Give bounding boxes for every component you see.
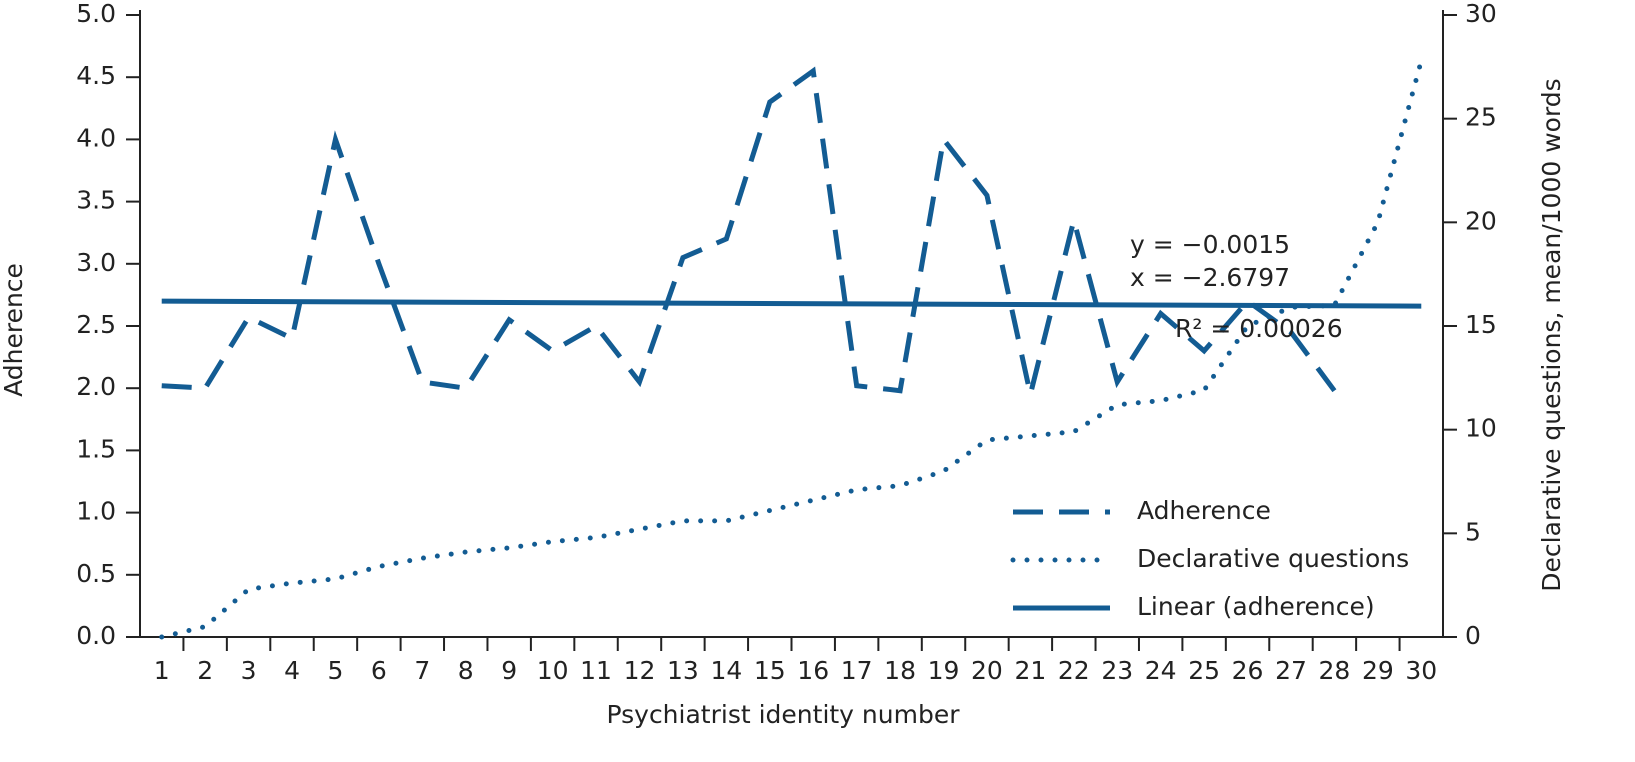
legend-label: Adherence	[1137, 496, 1271, 525]
y-tick-label: 3.0	[76, 248, 116, 277]
x-tick-label: 18	[884, 656, 916, 685]
trend-annotation: x = −2.6797	[1130, 263, 1290, 292]
x-axis-label: Psychiatrist identity number	[606, 700, 960, 729]
y-tick-label: 4.0	[76, 123, 116, 152]
x-tick-label: 6	[371, 656, 387, 685]
y-tick-label: 2.5	[76, 310, 116, 339]
x-tick-label: 30	[1405, 656, 1437, 685]
legend-label: Linear (adherence)	[1137, 592, 1375, 621]
y-tick-label: 4.5	[76, 61, 116, 90]
x-tick-label: 1	[154, 656, 170, 685]
y-tick-label: 1.5	[76, 434, 116, 463]
y2-tick-label: 20	[1465, 206, 1497, 235]
x-tick-label: 28	[1319, 656, 1351, 685]
x-tick-label: 25	[1188, 656, 1220, 685]
y2-axis-label: Declarative questions, mean/1000 words	[1537, 78, 1566, 591]
x-tick-label: 9	[501, 656, 517, 685]
y-tick-label: 5.0	[76, 0, 116, 28]
trend-annotation: R² = 0.00026	[1175, 314, 1343, 343]
x-tick-label: 16	[797, 656, 829, 685]
x-tick-label: 11	[580, 656, 612, 685]
y2-tick-label: 30	[1465, 0, 1497, 28]
y2-tick-label: 15	[1465, 310, 1497, 339]
x-tick-label: 4	[284, 656, 300, 685]
x-tick-label: 19	[928, 656, 960, 685]
x-tick-label: 7	[414, 656, 430, 685]
x-tick-label: 23	[1101, 656, 1133, 685]
y-tick-label: 1.0	[76, 497, 116, 526]
x-tick-label: 12	[624, 656, 656, 685]
x-tick-label: 2	[197, 656, 213, 685]
x-tick-label: 3	[241, 656, 257, 685]
x-tick-label: 17	[841, 656, 873, 685]
y2-tick-label: 25	[1465, 103, 1497, 132]
trendline	[161, 298, 1422, 309]
x-tick-label: 21	[1014, 656, 1046, 685]
x-tick-label: 10	[537, 656, 569, 685]
x-tick-label: 20	[971, 656, 1003, 685]
series-line	[161, 66, 1337, 396]
x-tick-label: 26	[1232, 656, 1264, 685]
x-tick-label: 14	[710, 656, 742, 685]
y-tick-label: 0.0	[76, 621, 116, 650]
y2-tick-label: 10	[1465, 414, 1497, 443]
x-tick-label: 24	[1145, 656, 1177, 685]
y-tick-label: 2.0	[76, 372, 116, 401]
trend-annotation: y = −0.0015	[1130, 230, 1290, 259]
x-tick-label: 27	[1275, 656, 1307, 685]
y-axis-label: Adherence	[0, 263, 28, 397]
y2-tick-label: 0	[1465, 621, 1481, 650]
x-tick-label: 13	[667, 656, 699, 685]
x-tick-label: 5	[327, 656, 343, 685]
y-tick-label: 0.5	[76, 559, 116, 588]
legend-label: Declarative questions	[1137, 544, 1409, 573]
y2-tick-label: 5	[1465, 517, 1481, 546]
x-tick-label: 8	[458, 656, 474, 685]
x-tick-label: 15	[754, 656, 786, 685]
y-tick-label: 3.5	[76, 186, 116, 215]
x-tick-label: 29	[1362, 656, 1394, 685]
x-tick-label: 22	[1058, 656, 1090, 685]
